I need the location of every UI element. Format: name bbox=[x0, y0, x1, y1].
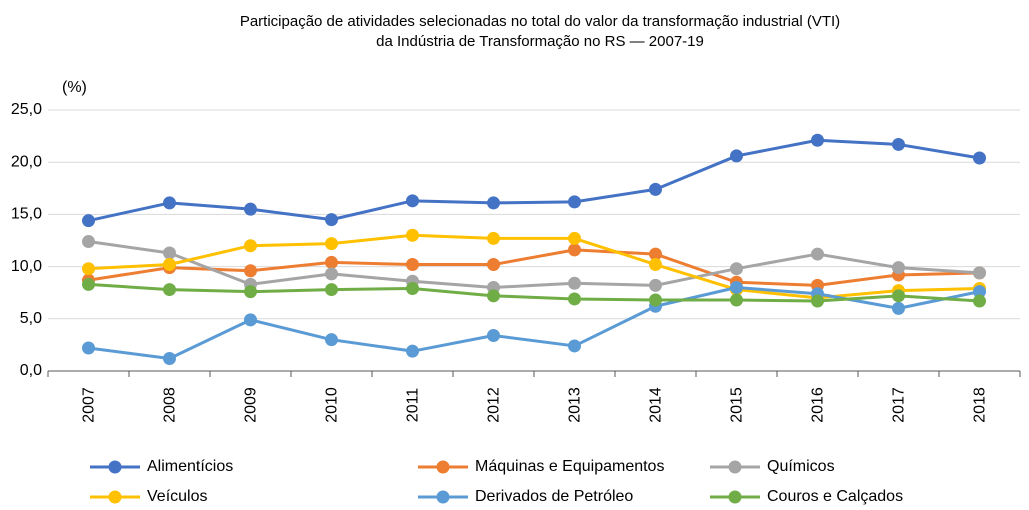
data-point bbox=[649, 278, 662, 292]
data-point bbox=[163, 246, 176, 260]
data-point bbox=[649, 182, 662, 196]
data-point bbox=[568, 292, 581, 306]
x-tick-label: 2012 bbox=[486, 387, 503, 423]
y-tick-label: 25,0 bbox=[11, 101, 42, 118]
legend-label: Derivados de Petróleo bbox=[475, 488, 633, 505]
x-tick-label: 2007 bbox=[81, 387, 98, 423]
data-point bbox=[649, 258, 662, 272]
data-point bbox=[406, 228, 419, 242]
x-tick-label: 2016 bbox=[810, 387, 827, 423]
x-tick-label: 2008 bbox=[162, 387, 179, 423]
chart-title: Participação de atividades selecionadas … bbox=[240, 13, 840, 30]
data-point bbox=[82, 341, 95, 355]
data-point bbox=[892, 261, 905, 275]
data-point bbox=[325, 213, 338, 227]
data-point bbox=[82, 235, 95, 249]
data-point bbox=[487, 196, 500, 210]
data-point bbox=[163, 258, 176, 272]
data-point bbox=[163, 283, 176, 297]
legend-label: Máquinas e Equipamentos bbox=[475, 458, 664, 475]
data-point bbox=[973, 266, 986, 280]
data-point bbox=[82, 277, 95, 291]
data-point bbox=[730, 293, 743, 307]
legend-marker bbox=[728, 490, 742, 504]
x-tick-label: 2018 bbox=[972, 387, 989, 423]
x-tick-label: 2013 bbox=[567, 387, 584, 423]
data-point bbox=[811, 294, 824, 308]
data-point bbox=[973, 285, 986, 299]
data-point bbox=[325, 333, 338, 347]
y-tick-label: 20,0 bbox=[11, 153, 42, 170]
data-point bbox=[568, 231, 581, 245]
data-point bbox=[325, 267, 338, 281]
x-tick-label: 2014 bbox=[648, 387, 665, 423]
data-point bbox=[568, 276, 581, 290]
x-tick-label: 2011 bbox=[405, 388, 422, 423]
data-point bbox=[163, 351, 176, 365]
x-tick-label: 2009 bbox=[243, 387, 260, 423]
y-tick-label: 10,0 bbox=[11, 258, 42, 275]
data-point bbox=[730, 280, 743, 294]
data-point bbox=[811, 133, 824, 147]
legend-marker bbox=[108, 460, 122, 474]
legend-label: Químicos bbox=[767, 458, 835, 475]
data-point bbox=[487, 289, 500, 303]
data-point bbox=[892, 289, 905, 303]
legend-label: Alimentícios bbox=[147, 458, 233, 475]
x-tick-label: 2010 bbox=[324, 387, 341, 423]
data-point bbox=[244, 202, 257, 216]
y-tick-label: 5,0 bbox=[20, 310, 42, 327]
y-tick-label: 0,0 bbox=[20, 362, 42, 379]
data-point bbox=[892, 301, 905, 315]
legend-label: Couros e Calçados bbox=[767, 488, 903, 505]
legend-marker bbox=[108, 490, 122, 504]
x-tick-label: 2017 bbox=[891, 387, 908, 423]
data-point bbox=[325, 283, 338, 297]
y-tick-label: 15,0 bbox=[11, 206, 42, 223]
data-point bbox=[325, 237, 338, 251]
series-line bbox=[88, 285, 980, 360]
data-point bbox=[406, 344, 419, 358]
data-point bbox=[82, 262, 95, 276]
data-point bbox=[487, 258, 500, 272]
data-point bbox=[730, 262, 743, 276]
data-point bbox=[973, 294, 986, 308]
data-point bbox=[406, 258, 419, 272]
data-point bbox=[325, 255, 338, 269]
data-point bbox=[568, 339, 581, 353]
data-point bbox=[406, 194, 419, 208]
data-point bbox=[244, 285, 257, 299]
series-line bbox=[88, 282, 980, 303]
data-point bbox=[163, 196, 176, 210]
data-point bbox=[487, 329, 500, 343]
data-point bbox=[568, 243, 581, 257]
data-point bbox=[244, 313, 257, 327]
y-unit: (%) bbox=[62, 79, 87, 96]
data-point bbox=[244, 264, 257, 278]
legend-label: Veículos bbox=[147, 488, 207, 505]
legend-marker bbox=[436, 460, 450, 474]
data-point bbox=[244, 239, 257, 253]
data-point bbox=[892, 137, 905, 151]
data-point bbox=[487, 231, 500, 245]
data-point bbox=[568, 195, 581, 209]
series-line bbox=[88, 248, 980, 287]
data-point bbox=[649, 293, 662, 307]
data-point bbox=[82, 214, 95, 228]
data-point bbox=[406, 282, 419, 296]
chart-title: da Indústria de Transformação no RS — 20… bbox=[376, 33, 704, 50]
data-point bbox=[811, 247, 824, 261]
series-line bbox=[88, 240, 980, 289]
legend-marker bbox=[436, 490, 450, 504]
x-tick-label: 2015 bbox=[729, 387, 746, 423]
series-line bbox=[88, 138, 980, 223]
data-point bbox=[649, 247, 662, 261]
data-point bbox=[730, 149, 743, 163]
data-point bbox=[973, 151, 986, 165]
legend-marker bbox=[728, 460, 742, 474]
